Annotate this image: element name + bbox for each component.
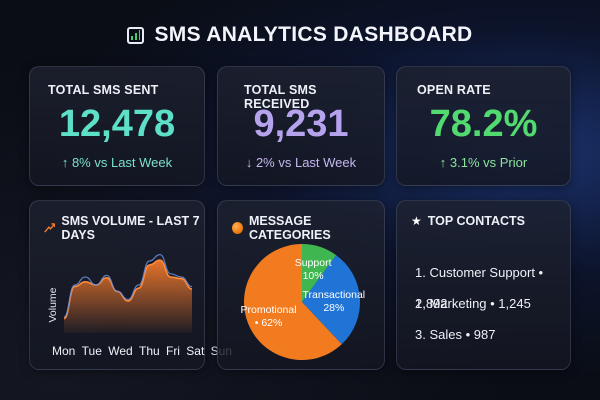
kpi-card-sent: TOTAL SMS SENT 12,478 ↑ 8% vs Last Week [29, 66, 205, 186]
kpi-trend: ↑ 3.1% vs Prior [439, 155, 528, 170]
kpi-card-open-rate: OPEN RATE 78.2% ↑ 3.1% vs Prior [396, 66, 571, 186]
pie-value-promotional: • 62% [255, 317, 283, 329]
star-icon: ★ [411, 214, 422, 228]
top-contacts-title: ★ TOP CONTACTS [411, 214, 525, 228]
x-tick-label: Mon [52, 344, 76, 358]
volume-line [63, 259, 193, 320]
pie-label-promotional: Promotional [241, 304, 297, 316]
pie-slice-support[interactable] [302, 244, 337, 302]
categories-title-text: MESSAGE CATEGORIES [248, 214, 331, 242]
trend-up-icon [44, 223, 56, 233]
pie-label-transactional: Transactional [303, 289, 366, 301]
kpi-value: 9,231 [253, 103, 349, 145]
x-tick-label: Thu [138, 344, 160, 358]
volume-chart-card: SMS VOLUME - LAST 7 DAYS Volume Mon Tue … [29, 200, 232, 370]
kpi-label: TOTAL SMS RECEIVED [244, 83, 317, 111]
x-tick-label: Sat [186, 344, 205, 358]
volume-chart-title: SMS VOLUME - LAST 7 DAYS [44, 214, 204, 242]
kpi-value: 12,478 [58, 103, 176, 145]
kpi-label: TOTAL SMS SENT [48, 83, 159, 97]
pie-label-support: Support [295, 257, 332, 269]
contact-item[interactable]: 3. Sales • 987 [415, 327, 496, 342]
x-tick-label: Fri [165, 344, 180, 358]
kpi-card-received: TOTAL SMS RECEIVED 9,231 ↓ 2% vs Last We… [217, 66, 385, 186]
kpi-trend: ↑ 8% vs Last Week [61, 155, 173, 170]
kpi-trend: ↓ 2% vs Last Week [245, 155, 357, 170]
kpi-value: 78.2% [429, 103, 538, 145]
kpi-label: OPEN RATE [417, 83, 491, 97]
page-title: SMS ANALYTICS DASHBOARD [154, 23, 473, 46]
x-axis-labels: Mon Tue Wed Thu Fri Sat Sun [52, 344, 232, 358]
volume-area [64, 260, 192, 333]
pie-slice-transactional[interactable] [302, 255, 360, 345]
contact-list: 1. Customer Support • 1,892 2. Marketing… [415, 257, 570, 350]
contact-item[interactable]: 1. Customer Support • 1,892 [415, 265, 544, 311]
trend-line [63, 253, 193, 318]
bar-chart-icon [127, 26, 145, 44]
pie-slice-promotional[interactable] [244, 244, 342, 360]
dashboard-header: SMS ANALYTICS DASHBOARD [0, 18, 600, 52]
top-contacts-title-text: TOP CONTACTS [427, 214, 525, 228]
volume-area-chart [63, 253, 193, 333]
pie-value-transactional: 28% [323, 302, 344, 314]
categories-chart-card: MESSAGE CATEGORIES Promotional • 62% Suppo… [217, 200, 385, 370]
contact-item[interactable]: 2. Marketing • 1,245 [415, 296, 531, 311]
categories-title: MESSAGE CATEGORIES [232, 214, 384, 242]
volume-title-text: SMS VOLUME - LAST 7 DAYS [61, 214, 200, 242]
pie-chart-icon [232, 222, 243, 234]
top-contacts-card: ★ TOP CONTACTS 1. Customer Support • 1,8… [396, 200, 571, 370]
x-tick-label: Tue [81, 344, 102, 358]
x-tick-label: Wed [108, 344, 133, 358]
pie-value-support: 10% [303, 270, 324, 282]
